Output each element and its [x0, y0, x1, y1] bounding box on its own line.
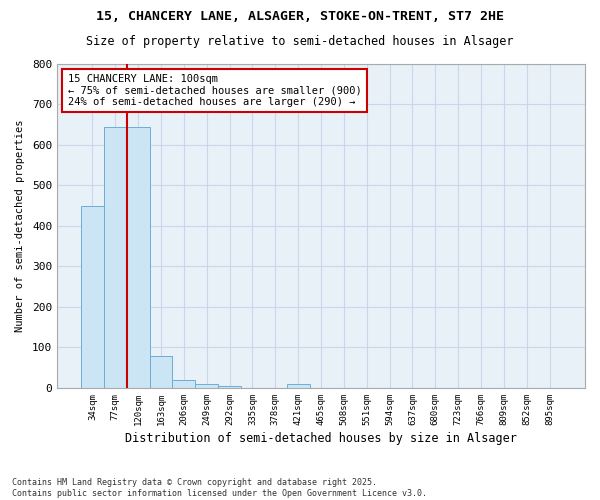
- Text: Size of property relative to semi-detached houses in Alsager: Size of property relative to semi-detach…: [86, 35, 514, 48]
- Bar: [218, 386, 241, 388]
- Text: 15 CHANCERY LANE: 100sqm
← 75% of semi-detached houses are smaller (900)
24% of : 15 CHANCERY LANE: 100sqm ← 75% of semi-d…: [68, 74, 361, 107]
- X-axis label: Distribution of semi-detached houses by size in Alsager: Distribution of semi-detached houses by …: [125, 432, 517, 445]
- Bar: [81, 206, 104, 388]
- Bar: [149, 356, 172, 388]
- Text: Contains HM Land Registry data © Crown copyright and database right 2025.
Contai: Contains HM Land Registry data © Crown c…: [12, 478, 427, 498]
- Bar: [172, 380, 196, 388]
- Bar: [196, 384, 218, 388]
- Bar: [287, 384, 310, 388]
- Text: 15, CHANCERY LANE, ALSAGER, STOKE-ON-TRENT, ST7 2HE: 15, CHANCERY LANE, ALSAGER, STOKE-ON-TRE…: [96, 10, 504, 23]
- Bar: [127, 127, 149, 388]
- Bar: [104, 127, 127, 388]
- Y-axis label: Number of semi-detached properties: Number of semi-detached properties: [15, 120, 25, 332]
